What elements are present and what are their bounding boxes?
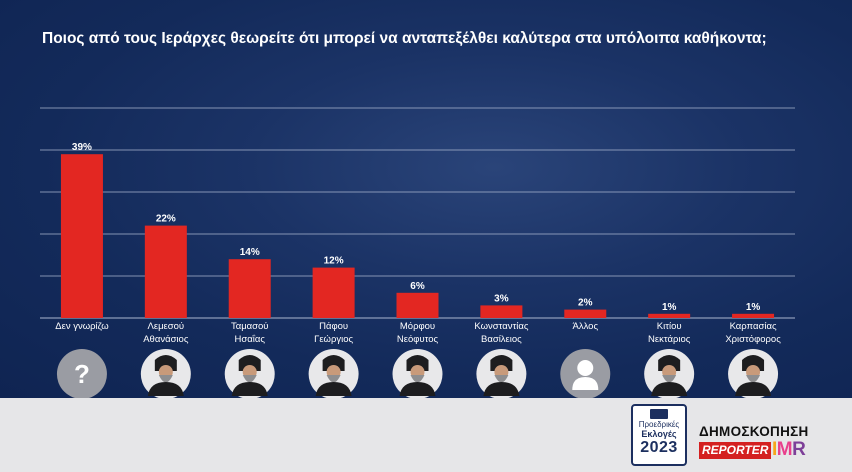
category-label: Ησαΐας xyxy=(235,334,266,345)
bar-chart: 39% Δεν γνωρίζω? 22% Λεμεσού Αθανάσιος 14% Ταμ… xyxy=(40,107,795,398)
portrait-headdress xyxy=(322,355,345,371)
category-label: Άλλος xyxy=(572,321,598,332)
portrait-beard xyxy=(242,375,257,383)
bar xyxy=(396,292,439,318)
category-label: Κωνσταντίας xyxy=(474,321,528,332)
badge-line-1: Προεδρικές xyxy=(638,420,680,429)
imr-logo: IMR xyxy=(772,439,806,461)
bar xyxy=(732,313,775,318)
bar-value-label: 12% xyxy=(324,256,344,267)
portrait-headdress xyxy=(238,355,261,371)
category-label: Δεν γνωρίζω xyxy=(55,321,109,332)
chart-title: Ποιος από τους Ιεράρχες θεωρείτε ότι μπο… xyxy=(42,30,767,47)
footer xyxy=(0,398,852,472)
portrait-headdress xyxy=(490,355,513,371)
chart-panel: Ποιος από τους Ιεράρχες θεωρείτε ότι μπο… xyxy=(0,0,852,398)
bar-value-label: 1% xyxy=(662,302,677,313)
bar-value-label: 2% xyxy=(578,298,593,309)
category-label: Λεμεσού xyxy=(148,321,185,332)
silhouette-body xyxy=(572,377,599,390)
badge-line-2: Εκλογές xyxy=(641,429,677,439)
category-label: Κιτίου xyxy=(657,321,682,332)
category-label: Πάφου xyxy=(319,321,348,332)
bar-value-label: 1% xyxy=(746,302,761,313)
bar-value-label: 14% xyxy=(240,247,260,258)
category-label: Γεώργιος xyxy=(314,334,353,345)
portrait-headdress xyxy=(742,355,765,371)
category-label: Μόρφου xyxy=(400,321,435,332)
category-label: Βασίλειος xyxy=(481,334,522,345)
portrait-beard xyxy=(746,375,761,383)
category-label: Αθανάσιος xyxy=(143,334,189,345)
ballot-box-icon xyxy=(650,409,668,419)
category-label: Χριστόφορος xyxy=(725,334,781,345)
portrait-beard xyxy=(326,375,341,383)
bar xyxy=(564,309,607,318)
bar-value-label: 22% xyxy=(156,214,176,225)
bar xyxy=(60,154,103,318)
bar xyxy=(312,267,355,318)
category-label: Καρπασίας xyxy=(730,321,777,332)
portrait-robe xyxy=(483,382,520,396)
silhouette-head xyxy=(577,360,594,376)
portrait-robe xyxy=(399,382,436,396)
category-label: Νεκτάριος xyxy=(648,334,691,345)
imr-letter-i: I xyxy=(772,439,777,460)
bar-value-label: 3% xyxy=(494,293,509,304)
badge-year: 2023 xyxy=(640,439,678,456)
question-mark-glyph: ? xyxy=(74,359,90,389)
reporter-logo: REPORTER xyxy=(699,442,772,459)
portrait-robe xyxy=(735,382,772,396)
portrait-robe xyxy=(651,382,688,396)
elections-badge: Προεδρικές Εκλογές 2023 xyxy=(631,404,687,466)
portrait-headdress xyxy=(154,355,177,371)
portrait-robe xyxy=(315,382,352,396)
category-label: Ταμασού xyxy=(231,321,269,332)
poll-title: ΔΗΜΟΣΚΟΠΗΣΗ xyxy=(699,424,809,439)
portrait-beard xyxy=(494,375,509,383)
bar xyxy=(480,305,523,318)
imr-letter-r: R xyxy=(792,439,806,460)
bar xyxy=(648,313,691,318)
question-mark-icon xyxy=(56,349,107,398)
category-label: Νεόφυτος xyxy=(397,334,439,345)
bar xyxy=(228,259,271,318)
bar-value-label: 6% xyxy=(410,281,425,292)
portrait-headdress xyxy=(406,355,429,371)
portrait-beard xyxy=(410,375,425,383)
portrait-beard xyxy=(158,375,173,383)
bar-value-label: 39% xyxy=(72,142,92,153)
portrait-headdress xyxy=(658,355,681,371)
imr-letter-m: M xyxy=(776,439,793,460)
portrait-robe xyxy=(147,382,184,396)
portrait-robe xyxy=(231,382,268,396)
portrait-beard xyxy=(662,375,677,383)
bar xyxy=(144,225,187,318)
